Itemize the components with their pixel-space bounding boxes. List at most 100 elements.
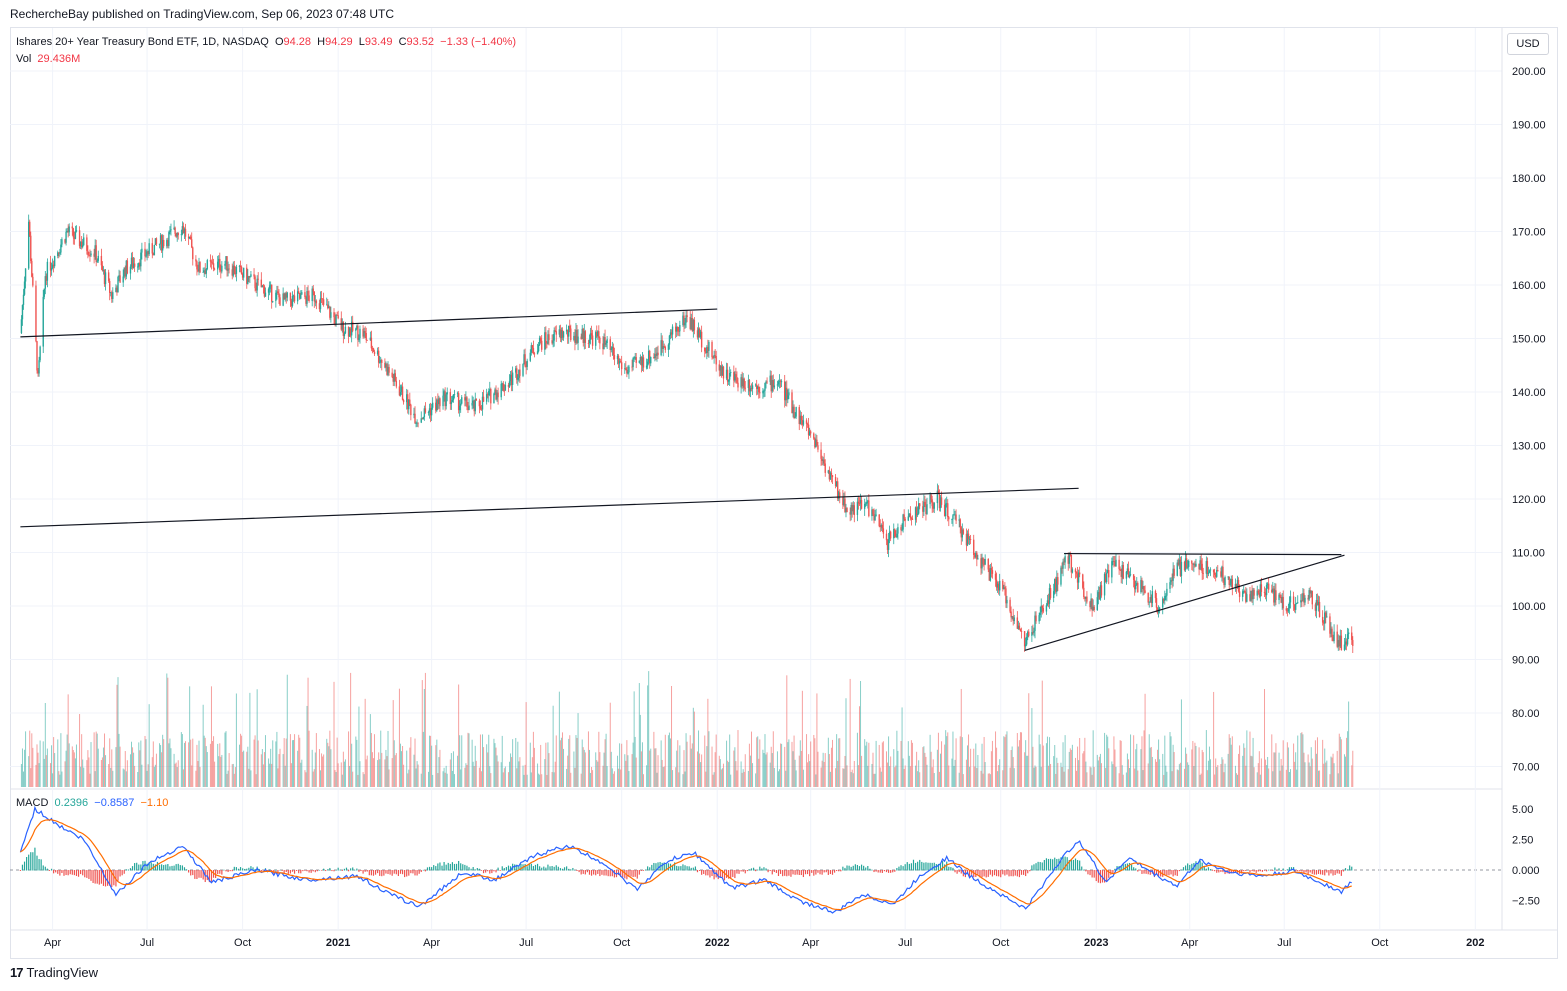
volume-bar (1271, 734, 1273, 787)
volume-bar (278, 754, 280, 787)
candle-body (953, 514, 955, 516)
candle-body (81, 245, 84, 248)
candle-body (537, 344, 540, 352)
candle-body (1108, 569, 1110, 578)
macd-hist-bar (694, 866, 697, 871)
volume-bar (726, 740, 728, 787)
candle-body (159, 235, 162, 244)
macd-hist-bar (1253, 870, 1255, 872)
candle-body (897, 527, 899, 534)
candle-body (1023, 631, 1026, 647)
candle-body (480, 408, 483, 410)
volume-bar (874, 773, 876, 787)
volume-bar (243, 750, 245, 787)
candle-body (1217, 570, 1219, 572)
volume-bar (560, 737, 562, 787)
currency-button[interactable]: USD (1507, 33, 1549, 55)
volume-bar (1061, 767, 1063, 787)
macd-hist-bar (1199, 860, 1201, 871)
candle-body (1310, 590, 1312, 594)
macd-hist-bar (1249, 870, 1251, 873)
macd-hist-bar (1278, 868, 1280, 871)
volume-bar (959, 736, 961, 787)
volume-bar (175, 762, 177, 787)
macd-hist-bar (821, 870, 823, 875)
volume-bar (777, 771, 779, 787)
volume-bar (306, 705, 308, 787)
volume-bar (704, 735, 706, 787)
macd-hist-bar (1297, 870, 1299, 872)
macd-hist-bar (568, 868, 570, 871)
candle-body (264, 292, 267, 297)
volume-bar (410, 737, 412, 787)
volume-bar (1097, 760, 1099, 787)
volume-bar (1246, 730, 1248, 787)
macd-hist-bar (779, 870, 782, 874)
volume-bar (843, 768, 845, 787)
macd-hist-bar (343, 868, 345, 871)
volume-bar (910, 740, 912, 787)
macd-hist-bar (1176, 870, 1178, 876)
candle-body (577, 336, 579, 343)
volume-bar (664, 734, 666, 787)
candle-body (828, 470, 831, 480)
candle-body (736, 377, 738, 383)
volume-bar (475, 760, 477, 787)
candle-body (1234, 583, 1237, 589)
macd-hist-bar (1257, 870, 1259, 872)
volume-bar (1351, 765, 1353, 787)
candle-body (103, 270, 106, 285)
volume-bar (642, 774, 644, 787)
candle-body (436, 399, 438, 411)
macd-hist-bar (1029, 870, 1031, 872)
volume-bar (1326, 760, 1328, 787)
candle-body (1347, 632, 1350, 634)
macd-hist-bar (221, 870, 223, 875)
candle-body (755, 384, 758, 389)
candle-body (1329, 616, 1331, 634)
candle-body (613, 354, 616, 360)
candle-body (282, 293, 284, 306)
candle-body (706, 347, 708, 353)
volume-bar (1192, 740, 1194, 787)
macd-hist-bar (1133, 867, 1135, 871)
volume-bar (446, 773, 448, 787)
candle-body (522, 364, 524, 376)
volume-bar (770, 746, 772, 787)
volume-bar (1004, 737, 1006, 787)
candle-body (1040, 605, 1042, 613)
time-tick-label: 2021 (326, 937, 350, 949)
macd-hist-bar (154, 864, 156, 871)
candle-body (1010, 611, 1012, 618)
volume-bar (735, 761, 737, 787)
candle-body (886, 540, 889, 550)
volume-bar (1273, 752, 1275, 787)
macd-hist-bar (206, 870, 208, 881)
candle-body (780, 381, 783, 383)
candle-body (1224, 576, 1226, 586)
candle-body (1227, 576, 1229, 578)
candle-body (1266, 583, 1269, 585)
volume-bar (191, 765, 193, 787)
macd-hist-bar (1033, 864, 1035, 871)
macd-hist-bar (1245, 870, 1247, 871)
candle-body (532, 347, 535, 354)
price-axis: 200.00190.00180.00170.00160.00150.00140.… (1512, 66, 1546, 908)
candle-body (444, 391, 446, 407)
volume-bar (1026, 755, 1028, 787)
macd-hist-bar (844, 867, 846, 871)
macd-hist-bar (910, 863, 913, 871)
volume-bar (1042, 745, 1044, 787)
volume-bar (596, 760, 598, 787)
candle-body (318, 303, 321, 310)
candle-body (1125, 571, 1128, 579)
volume-bar (407, 773, 409, 787)
publisher-line: RechercheBay published on TradingView.co… (10, 7, 395, 21)
candle-body (1061, 567, 1063, 569)
macd-hist-bar (1214, 870, 1216, 872)
macd-hist-bar (792, 870, 794, 875)
volume-bar (1278, 752, 1280, 787)
volume-bar (61, 771, 63, 787)
candle-body (341, 321, 344, 330)
